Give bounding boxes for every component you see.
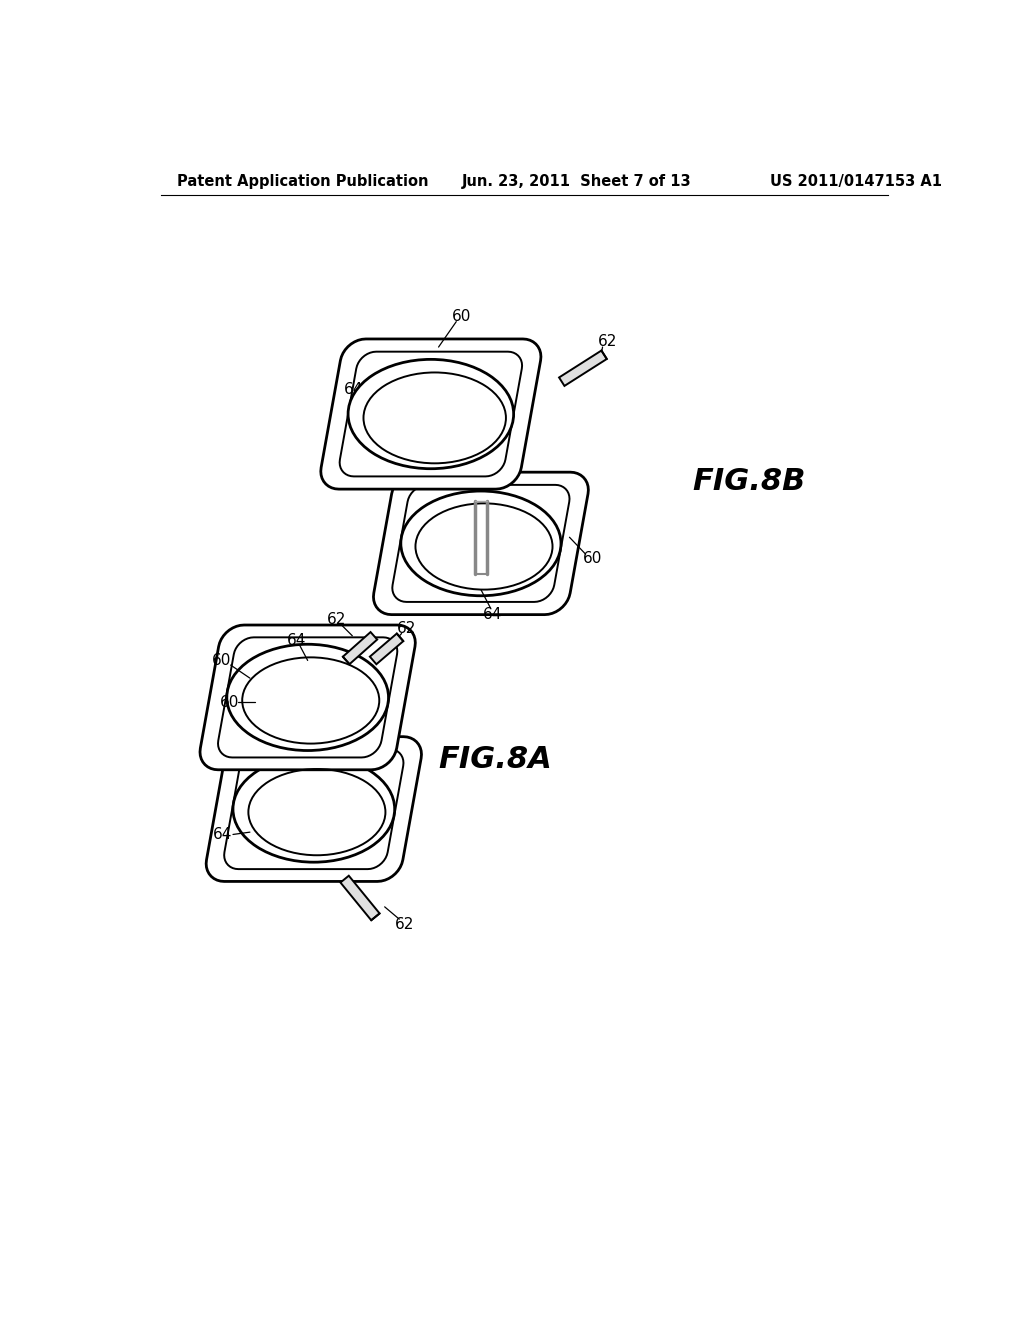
Text: US 2011/0147153 A1: US 2011/0147153 A1 (770, 174, 942, 189)
Text: 62: 62 (396, 620, 416, 636)
Polygon shape (200, 626, 416, 770)
Text: FIG.8A: FIG.8A (438, 744, 552, 774)
Text: 64: 64 (344, 381, 364, 397)
Text: 62: 62 (328, 612, 346, 627)
Text: Patent Application Publication: Patent Application Publication (177, 174, 428, 189)
Text: 64: 64 (287, 632, 306, 648)
Text: 62: 62 (598, 334, 617, 350)
Text: FIG.8B: FIG.8B (692, 467, 806, 496)
Polygon shape (321, 339, 541, 490)
Polygon shape (343, 632, 377, 664)
Polygon shape (370, 634, 403, 664)
Ellipse shape (348, 359, 514, 469)
Text: 64: 64 (482, 607, 502, 622)
Text: 60: 60 (219, 694, 239, 710)
Ellipse shape (233, 756, 394, 862)
Ellipse shape (400, 491, 561, 595)
Ellipse shape (226, 644, 388, 751)
Polygon shape (559, 351, 607, 385)
Text: 60: 60 (583, 552, 602, 566)
Text: 64: 64 (213, 826, 232, 842)
Polygon shape (340, 875, 380, 920)
Text: 60: 60 (212, 653, 231, 668)
Text: 62: 62 (395, 917, 415, 932)
Text: 60: 60 (452, 309, 471, 323)
Text: Jun. 23, 2011  Sheet 7 of 13: Jun. 23, 2011 Sheet 7 of 13 (462, 174, 691, 189)
Polygon shape (206, 737, 422, 882)
Polygon shape (374, 473, 589, 615)
